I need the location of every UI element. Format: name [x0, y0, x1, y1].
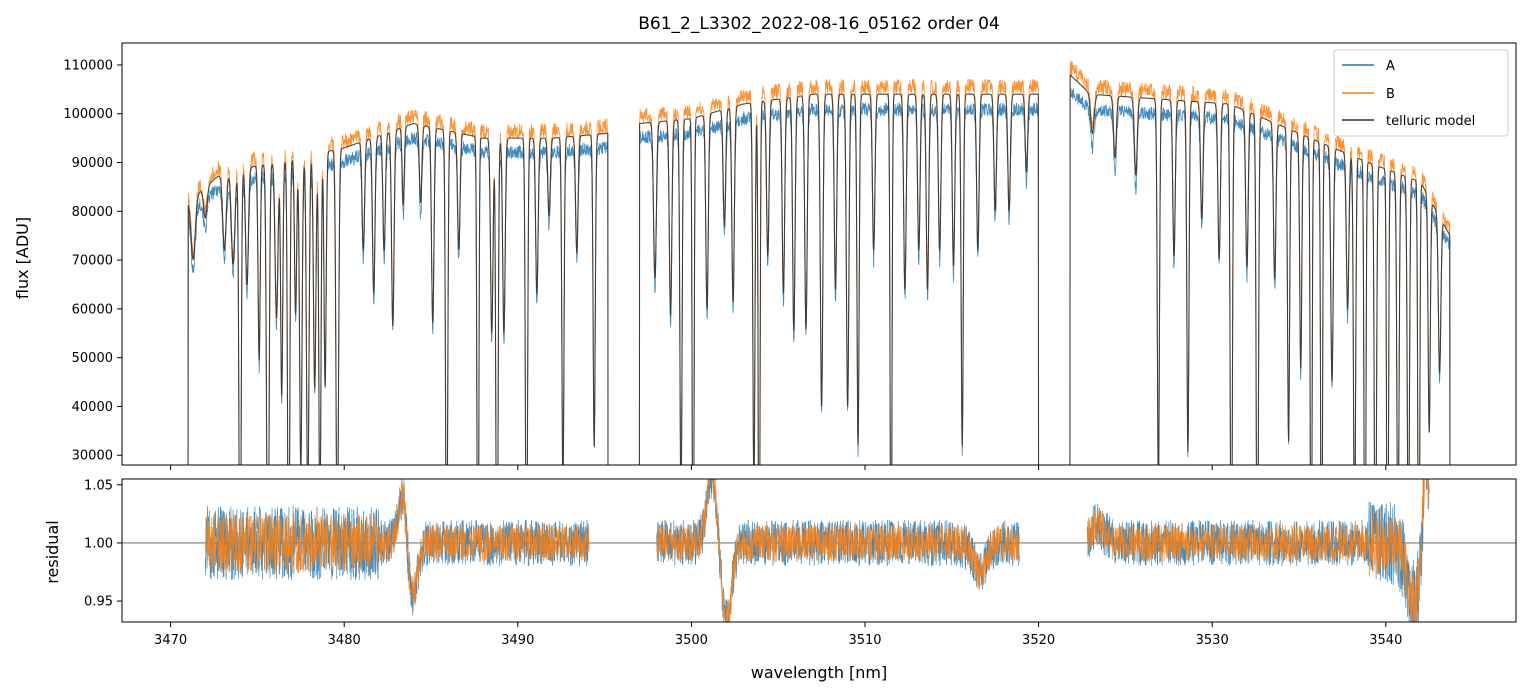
flux-series-telluric-model: [187, 73, 1451, 465]
residual-xtick-label: 3520: [1022, 633, 1055, 648]
legend: A B telluric model: [1333, 49, 1509, 137]
flux-x-ticks: [170, 465, 1387, 470]
residual-xtick-label: 3510: [848, 633, 881, 648]
flux-ytick-label: 100000: [63, 107, 113, 122]
residual-panel: 0.95 1.00 1.05 3470 3480 3490 3500 3510 3520 353…: [43, 478, 1517, 682]
residual-xtick-label: 3490: [501, 633, 534, 648]
residual-xtick-label: 3480: [328, 633, 361, 648]
flux-ytick-label: 30000: [72, 449, 113, 464]
xlabel: wavelength [nm]: [751, 663, 888, 682]
flux-ytick-label: 60000: [72, 302, 113, 317]
flux-panel-frame: [121, 42, 1517, 466]
residual-xtick-label: 3540: [1369, 633, 1402, 648]
legend-box: [1333, 49, 1509, 137]
residual-y-ticks: 0.95 1.00 1.05: [84, 478, 122, 610]
flux-ytick-label: 110000: [63, 58, 113, 73]
residual-panel-frame: [121, 478, 1517, 623]
flux-ylabel: flux [ADU]: [13, 217, 32, 299]
residual-ytick-label: 1.00: [84, 536, 113, 551]
residual-plot-area: [122, 479, 1516, 622]
flux-ytick-label: 70000: [72, 254, 113, 269]
chart-title: B61_2_L3302_2022-08-16_05162 order 04: [638, 14, 1000, 34]
legend-label-b: B: [1386, 87, 1395, 102]
residual-series-b: [204, 479, 1430, 622]
residual-ylabel: residual: [43, 520, 62, 583]
flux-ytick-label: 90000: [72, 156, 113, 171]
flux-ytick-label: 50000: [72, 351, 113, 366]
residual-xtick-label: 3470: [154, 633, 187, 648]
flux-panel: 30000 40000 50000 60000 70000 80000 90000 10000…: [13, 42, 1517, 470]
residual-xtick-label: 3500: [675, 633, 708, 648]
flux-ytick-label: 40000: [72, 400, 113, 415]
flux-series-a: [187, 88, 1451, 465]
legend-label-a: A: [1386, 59, 1395, 74]
flux-ytick-label: 80000: [72, 205, 113, 220]
flux-y-ticks: 30000 40000 50000 60000 70000 80000 90000 10000…: [63, 58, 122, 464]
residual-x-ticks: 3470 3480 3490 3500 3510 3520 3530 3540: [154, 622, 1402, 648]
residual-xtick-label: 3530: [1196, 633, 1229, 648]
flux-plot-area: [187, 60, 1451, 465]
residual-ytick-label: 1.05: [84, 478, 113, 493]
legend-label-telluric: telluric model: [1386, 114, 1475, 129]
residual-ytick-label: 0.95: [84, 595, 113, 610]
